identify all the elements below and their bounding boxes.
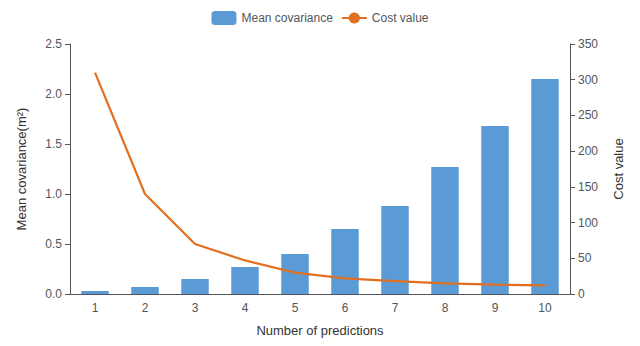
svg-text:8: 8: [442, 301, 449, 315]
svg-text:7: 7: [392, 301, 399, 315]
svg-text:50: 50: [578, 251, 592, 265]
svg-text:250: 250: [578, 108, 598, 122]
svg-text:1: 1: [92, 301, 99, 315]
svg-text:10: 10: [538, 301, 552, 315]
svg-text:100: 100: [578, 216, 598, 230]
svg-text:0: 0: [578, 287, 585, 301]
svg-text:3: 3: [192, 301, 199, 315]
svg-text:0.5: 0.5: [45, 237, 62, 251]
svg-text:Mean covariance(m²): Mean covariance(m²): [14, 108, 29, 231]
svg-text:2.5: 2.5: [45, 37, 62, 51]
svg-text:300: 300: [578, 73, 598, 87]
svg-text:Number of predictions: Number of predictions: [256, 323, 384, 338]
svg-text:Cost value: Cost value: [372, 11, 429, 25]
svg-text:2.0: 2.0: [45, 87, 62, 101]
svg-text:200: 200: [578, 144, 598, 158]
svg-text:6: 6: [342, 301, 349, 315]
svg-text:150: 150: [578, 180, 598, 194]
svg-text:5: 5: [292, 301, 299, 315]
svg-text:1.0: 1.0: [45, 187, 62, 201]
svg-text:Mean covariance: Mean covariance: [241, 11, 333, 25]
svg-text:Cost value: Cost value: [611, 138, 626, 199]
svg-text:4: 4: [242, 301, 249, 315]
svg-text:9: 9: [492, 301, 499, 315]
svg-text:0.0: 0.0: [45, 287, 62, 301]
svg-text:1.5: 1.5: [45, 137, 62, 151]
svg-text:350: 350: [578, 37, 598, 51]
svg-text:2: 2: [142, 301, 149, 315]
